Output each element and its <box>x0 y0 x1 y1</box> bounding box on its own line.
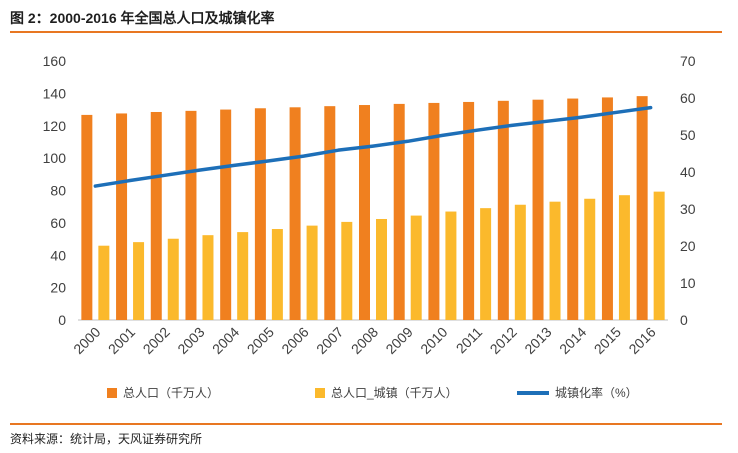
x-axis: 2000 2001 2002 2003 2004 2005 2006 2007 2008 2009… <box>70 324 659 357</box>
bar-total-population <box>497 100 509 320</box>
bar-total-population <box>116 113 128 320</box>
x-tick-label: 2008 <box>348 324 381 357</box>
x-tick-label: 2011 <box>453 324 486 357</box>
legend-swatch <box>315 388 325 398</box>
source-note: 资料来源：统计局，天风证券研究所 <box>10 432 203 446</box>
y-right-tick-label: 10 <box>680 275 696 291</box>
title-rule <box>10 31 722 33</box>
bar-urban-population <box>341 221 353 320</box>
legend: 总人口（千万人） 总人口_城镇（千万人） 城镇化率（%） <box>107 385 638 400</box>
y-left-tick-label: 160 <box>43 53 67 69</box>
bar-urban-population <box>480 208 492 320</box>
y-left-tick-label: 120 <box>43 118 67 134</box>
bar-urban-population <box>271 229 283 320</box>
y-right-tick-label: 70 <box>680 53 696 69</box>
bar-total-population <box>636 96 648 320</box>
bar-urban-population <box>618 195 630 320</box>
bar-total-population <box>254 108 266 320</box>
bar-urban-population <box>98 245 110 320</box>
y-left-tick-label: 80 <box>50 183 66 199</box>
x-tick-label: 2014 <box>556 324 589 357</box>
x-tick-label: 2006 <box>278 324 311 357</box>
y-axis-right: 0 10 20 30 40 50 60 70 <box>680 53 696 328</box>
bar-urban-population <box>237 232 249 320</box>
y-right-tick-label: 30 <box>680 201 696 217</box>
bar-urban-population <box>514 204 526 320</box>
y-left-tick-label: 140 <box>43 85 67 101</box>
bar-total-population <box>359 105 370 320</box>
x-tick-label: 2001 <box>105 324 138 357</box>
rate-line-group <box>93 105 653 188</box>
y-axis-left: 0 20 40 60 80 100 120 140 160 <box>43 53 67 328</box>
bars <box>81 96 665 321</box>
bar-total-population <box>185 110 197 320</box>
y-right-tick-label: 50 <box>680 127 696 143</box>
y-left-tick-label: 100 <box>43 150 67 166</box>
bar-urban-population <box>584 198 596 320</box>
x-tick-label: 2000 <box>70 324 103 357</box>
bar-total-population <box>532 99 544 320</box>
bar-total-population <box>150 111 162 320</box>
bar-total-population <box>601 97 613 320</box>
bar-urban-population <box>653 191 665 320</box>
legend-swatch <box>107 388 117 398</box>
x-tick-label: 2007 <box>313 324 346 357</box>
y-right-tick-label: 20 <box>680 238 696 254</box>
x-tick-label: 2010 <box>417 324 450 357</box>
bar-urban-population <box>133 242 145 320</box>
y-right-tick-label: 0 <box>680 312 688 328</box>
x-tick-label: 2013 <box>521 324 554 357</box>
x-tick-label: 2004 <box>209 324 242 357</box>
bar-urban-population <box>376 218 387 320</box>
x-tick-label: 2009 <box>382 324 415 357</box>
x-tick-label: 2003 <box>174 324 207 357</box>
urbanization-rate-line <box>93 105 653 188</box>
bar-urban-population <box>306 225 318 320</box>
bar-total-population <box>289 107 301 320</box>
bar-total-population <box>428 102 440 320</box>
bar-total-population <box>220 109 232 320</box>
x-tick-label: 2005 <box>244 324 277 357</box>
bar-urban-population <box>549 201 561 320</box>
bar-urban-population <box>167 238 179 320</box>
y-left-tick-label: 60 <box>50 215 66 231</box>
y-right-tick-label: 60 <box>680 90 696 106</box>
x-tick-label: 2012 <box>487 324 520 357</box>
y-right-tick-label: 40 <box>680 164 696 180</box>
bar-total-population <box>463 101 475 320</box>
legend-label: 总人口（千万人） <box>123 386 219 400</box>
bar-total-population <box>324 106 336 321</box>
x-tick-label: 2016 <box>625 324 658 357</box>
figure-title: 图 2：2000-2016 年全国总人口及城镇化率 <box>10 10 275 26</box>
bar-total-population <box>81 114 93 320</box>
legend-label: 总人口_城镇（千万人） <box>331 386 458 400</box>
legend-label: 城镇化率（%） <box>555 385 638 400</box>
bar-total-population <box>567 98 579 321</box>
bar-urban-population <box>202 235 214 320</box>
source-rule <box>10 423 722 425</box>
y-left-tick-label: 40 <box>50 247 66 263</box>
x-tick-label: 2015 <box>591 324 624 357</box>
x-tick-label: 2002 <box>140 324 173 357</box>
bar-urban-population <box>410 215 422 320</box>
bar-urban-population <box>445 211 457 320</box>
y-left-tick-label: 0 <box>58 312 66 328</box>
y-left-tick-label: 20 <box>50 280 66 296</box>
bar-total-population <box>393 103 405 320</box>
